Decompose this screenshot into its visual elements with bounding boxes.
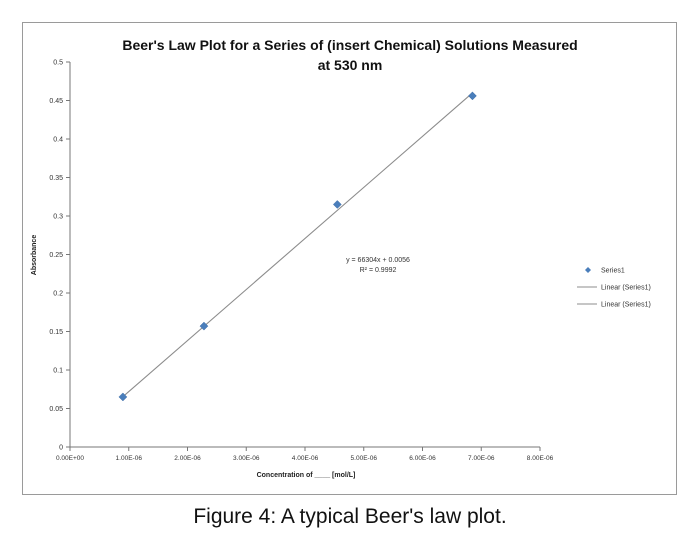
x-tick-label: 6.00E-06 (409, 455, 436, 462)
trendline-equation: y = 66304x + 0.0056 (346, 257, 410, 264)
x-tick-label: 2.00E-06 (174, 455, 201, 462)
chart-title-line1: Beer's Law Plot for a Series of (insert … (122, 37, 577, 53)
data-point (199, 321, 209, 331)
x-axis-label: Concentration of ____ [mol/L] (257, 472, 356, 479)
legend-label: Linear (Series1) (601, 285, 651, 292)
y-tick-label: 0.05 (49, 406, 63, 413)
x-tick-label: 0.00E+00 (56, 455, 84, 462)
y-tick-label: 0.3 (53, 214, 63, 221)
beers-law-chart: Beer's Law Plot for a Series of (insert … (31, 37, 651, 479)
y-tick-label: 0.1 (53, 368, 63, 375)
chart-title-line2: at 530 nm (318, 57, 383, 73)
data-points (118, 91, 477, 402)
x-tick-label: 5.00E-06 (351, 455, 378, 462)
legend-marker (585, 267, 591, 273)
x-tick-label: 1.00E-06 (116, 455, 143, 462)
y-tick-label: 0.15 (49, 329, 63, 336)
data-point (332, 200, 342, 209)
trendline-group (122, 92, 473, 398)
plot-axes: 0 0.05 0.1 0.15 0.2 0.25 0.3 0.35 0.4 0.45 0.5 0.00… (49, 60, 553, 463)
legend-label: Linear (Series1) (601, 302, 651, 309)
chart-legend: Series1 Linear (Series1) Linear (Series1) (577, 267, 651, 309)
chart-frame (22, 22, 677, 495)
figure-caption: Figure 4: A typical Beer's law plot. (193, 505, 507, 528)
x-tick-label: 8.00E-06 (527, 455, 554, 462)
y-tick-label: 0.4 (53, 137, 63, 144)
y-axis-label: Absorbance (31, 235, 38, 276)
y-tick-label: 0.5 (53, 60, 63, 67)
x-tick-label: 4.00E-06 (292, 455, 319, 462)
trendline-r-squared: R² = 0.9992 (360, 267, 397, 274)
x-tick-label: 3.00E-06 (233, 455, 260, 462)
y-tick-label: 0.25 (49, 252, 63, 259)
x-tick-label: 7.00E-06 (468, 455, 495, 462)
data-point (118, 392, 128, 402)
y-tick-label: 0.45 (49, 98, 63, 105)
y-tick-label: 0.35 (49, 175, 63, 182)
trendline (122, 92, 473, 398)
y-tick-label: 0.2 (53, 291, 63, 298)
y-tick-label: 0 (59, 445, 63, 452)
data-point (468, 91, 477, 101)
legend-label: Series1 (601, 268, 625, 275)
